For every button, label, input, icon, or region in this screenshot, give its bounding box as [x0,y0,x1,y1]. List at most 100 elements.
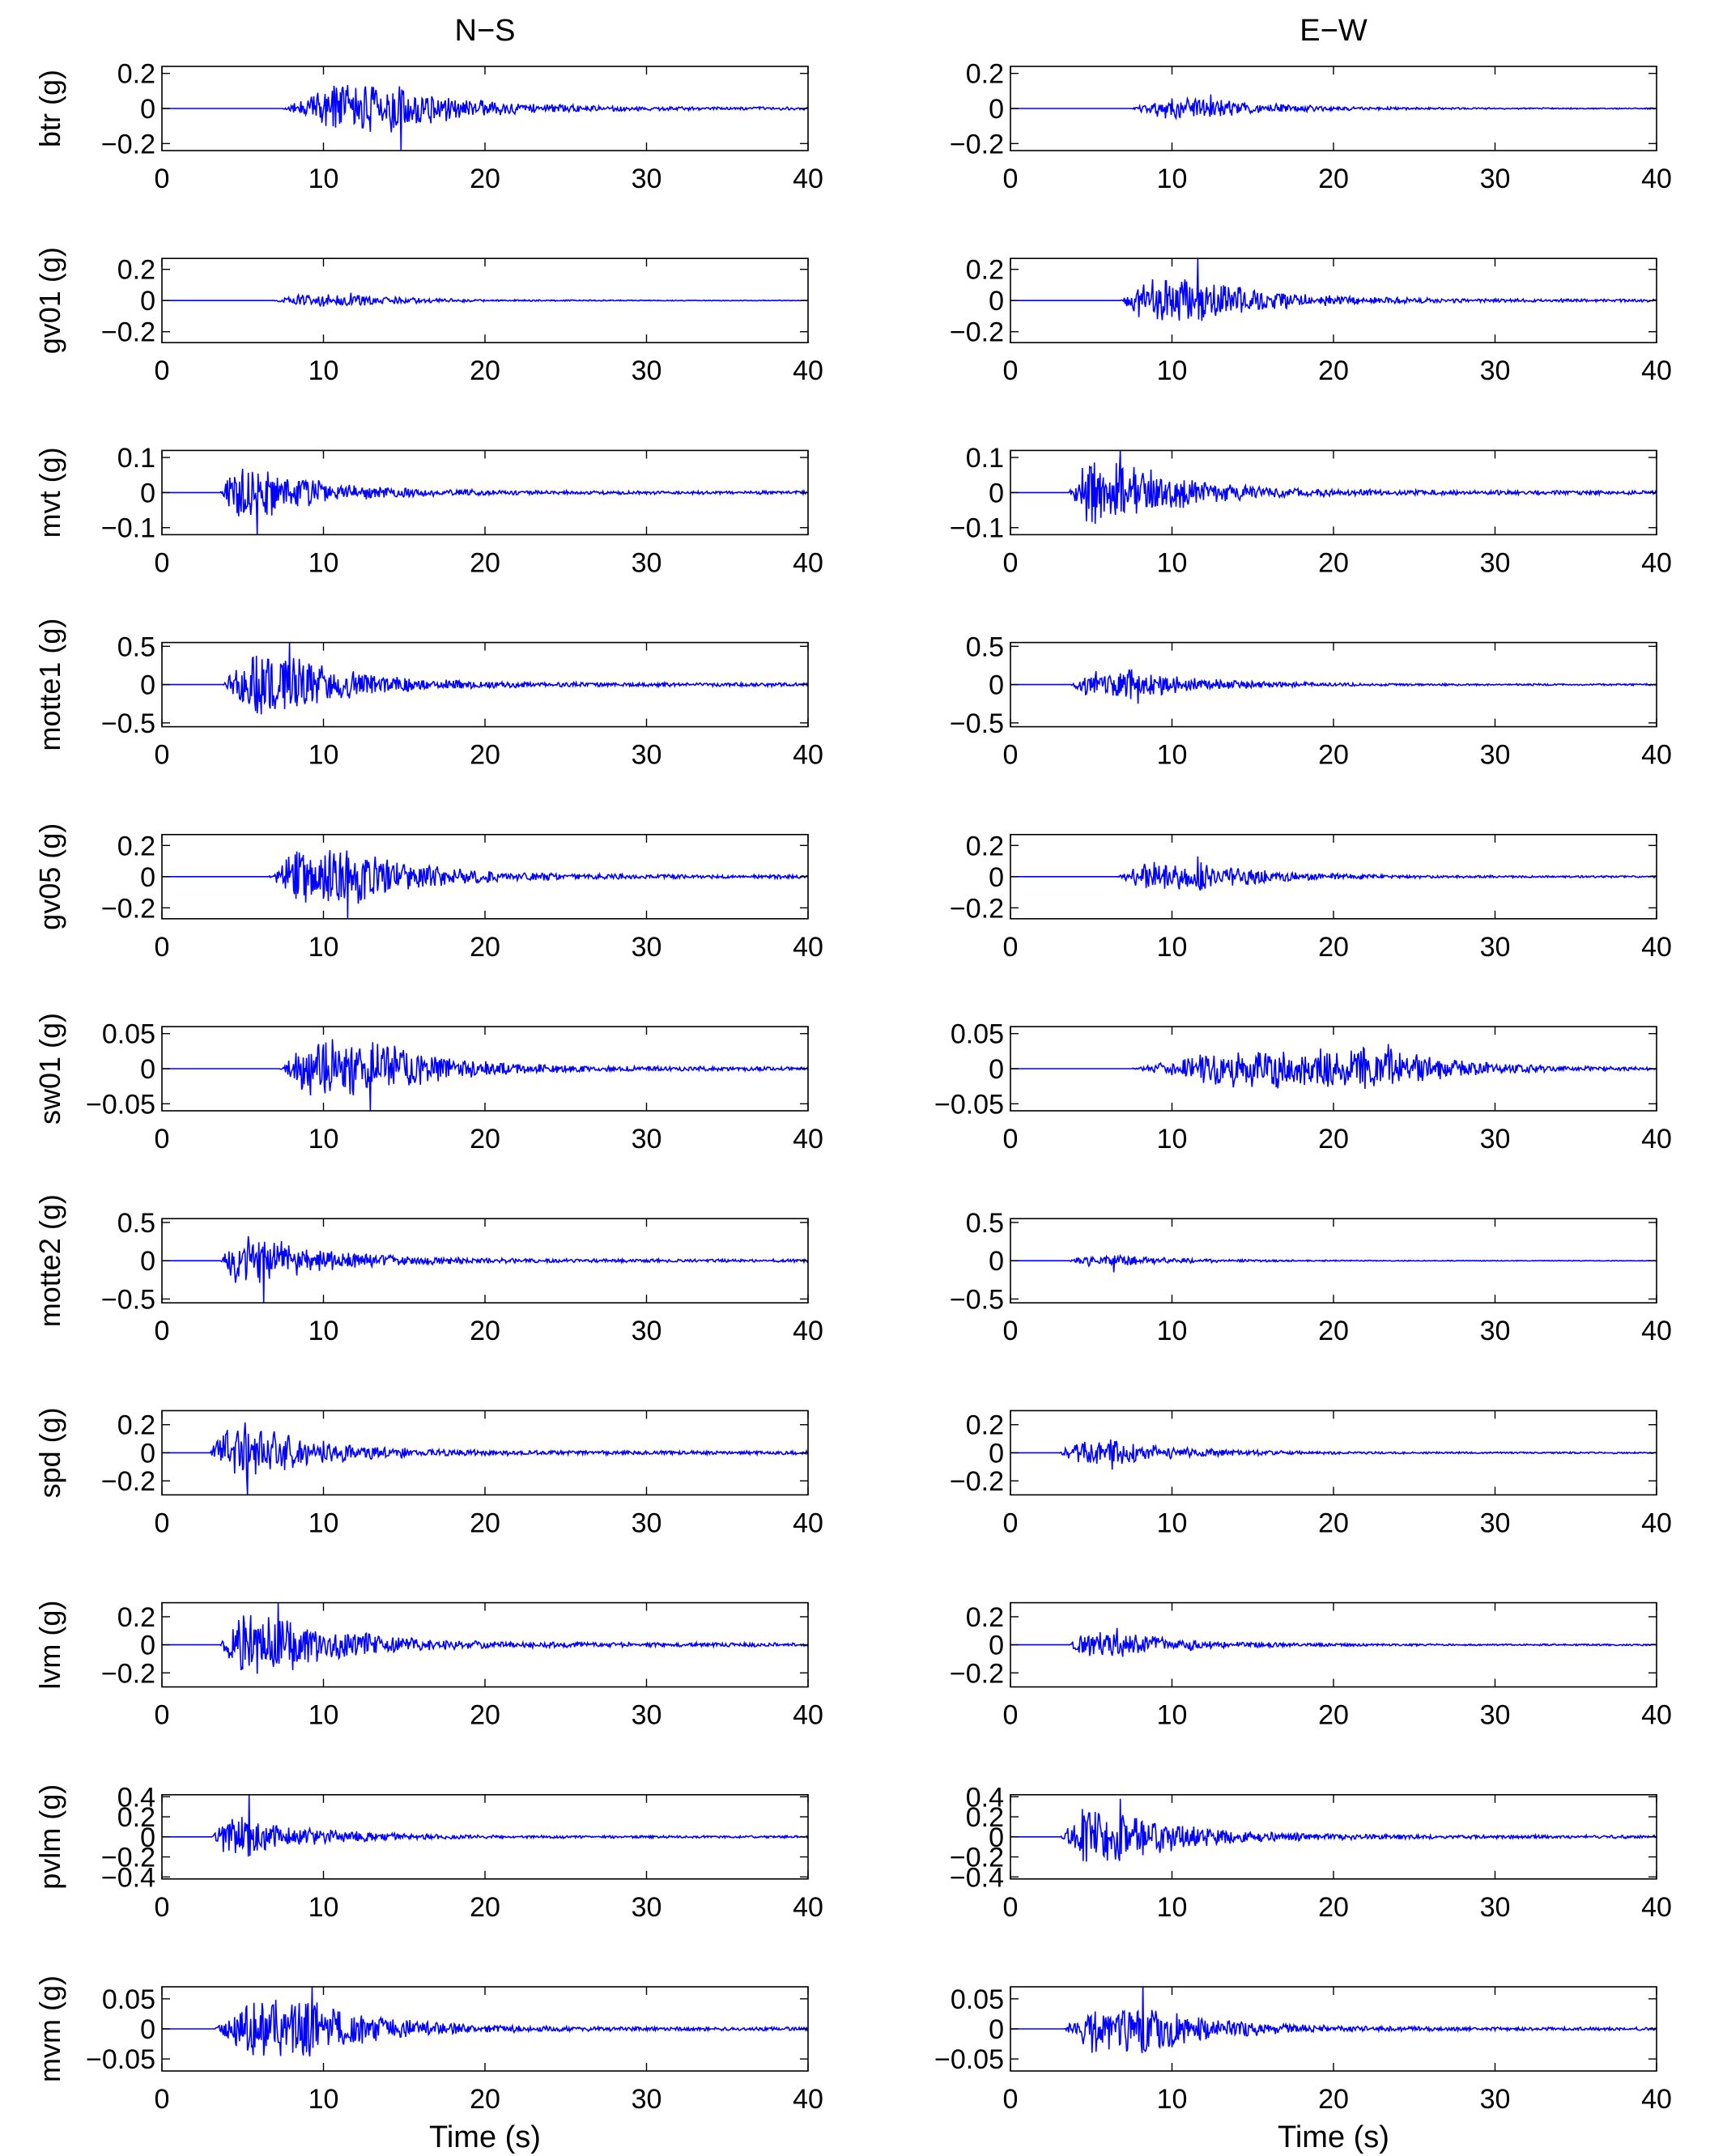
x-tick-label: 0 [155,1124,170,1155]
x-tick-label: 40 [1641,164,1672,194]
subplot: 0 10 20 30 40−0.200.2 [950,1601,1672,1731]
y-tick-label: −0.05 [934,2044,1004,2075]
y-tick-label: −0.1 [101,513,155,544]
y-tick-label: 0 [989,2014,1004,2045]
x-tick-label: 10 [1157,547,1188,578]
x-tick-label: 20 [1318,1124,1349,1155]
x-tick-label: 10 [1157,1124,1188,1155]
subplot: 0 10 20 30 40−0.200.2 [101,1410,823,1538]
x-tick-label: 0 [155,547,170,578]
x-tick-label: 40 [1641,1507,1672,1538]
x-tick-label: 0 [1003,1892,1019,1923]
y-tick-label: −0.5 [101,1284,155,1315]
x-tick-label: 30 [632,1700,662,1731]
column-titles: N−S E−W [455,14,1368,48]
y-tick-label: 0 [140,1054,155,1085]
x-tick-label: 40 [793,547,823,578]
x-tick-label: 20 [470,547,500,578]
x-tick-label: 10 [1157,932,1188,963]
subplot: 0 10 20 30 40−0.4−0.200.20.4 [950,1782,1672,1923]
y-tick-label: 0.2 [117,255,155,286]
x-axis-labels: Time (s) Time (s) [429,2120,1389,2154]
x-tick-label: 30 [1480,932,1511,963]
x-tick-label: 0 [155,1507,170,1538]
x-tick-label: 10 [308,1316,339,1346]
x-tick-label: 0 [155,1892,170,1923]
y-tick-label: −0.5 [101,708,155,739]
subplot: 0 10 20 30 40−0.200.2 [101,59,823,194]
series-line [162,1235,808,1303]
y-tick-label: 0 [989,1631,1004,1661]
y-tick-label: 0.4 [966,1782,1004,1813]
y-tick-label: −0.05 [86,1089,155,1120]
y-tick-label: 0.2 [117,59,155,90]
x-tick-label: 0 [155,932,170,963]
y-tick-label: 0.1 [117,443,155,474]
y-axis-label: motte1 (g) [33,619,66,751]
y-tick-label: 0.05 [951,1984,1004,2015]
x-tick-label: 30 [1480,1124,1511,1155]
x-tick-label: 20 [1318,1700,1349,1731]
x-tick-label: 30 [1480,164,1511,194]
x-tick-label: 20 [470,1124,500,1155]
y-tick-label: 0.5 [117,631,155,662]
x-tick-label: 40 [793,355,823,386]
x-tick-label: 10 [308,164,339,194]
x-tick-label: 10 [308,1700,339,1731]
y-tick-label: 0 [140,862,155,893]
x-tick-label: 10 [1157,1507,1188,1538]
x-tick-label: 10 [308,740,339,771]
x-tick-label: 20 [1318,1316,1349,1346]
y-tick-label: 0.5 [966,1208,1004,1239]
series-line [1010,1253,1657,1273]
series-line [162,642,808,715]
x-tick-label: 40 [793,740,823,771]
subplot: 0 10 20 30 40−0.200.2 [950,59,1672,194]
y-tick-label: 0.2 [117,1602,155,1633]
subplot: 0 10 20 30 40−0.4−0.200.20.4 [101,1782,823,1923]
x-tick-label: 10 [1157,164,1188,194]
plot-frame [161,449,809,536]
x-tick-label: 40 [793,1700,823,1731]
x-tick-label: 40 [1641,1316,1672,1346]
x-tick-label: 20 [1318,1507,1349,1538]
series-line [162,1602,808,1674]
y-tick-label: 0.05 [102,1019,155,1050]
y-tick-label: 0.2 [966,1602,1004,1633]
y-tick-label: 0.2 [117,1410,155,1441]
x-tick-label: 0 [155,1700,170,1731]
x-tick-label: 20 [470,1700,500,1731]
x-tick-label: 10 [1157,1700,1188,1731]
subplot: 0 10 20 30 40−0.200.2 [950,1410,1672,1538]
y-tick-label: 0 [989,1054,1004,1085]
x-tick-label: 40 [1641,547,1672,578]
y-tick-label: 0 [989,94,1004,125]
y-tick-label: 0 [140,1631,155,1661]
x-tick-label: 40 [1641,1700,1672,1731]
y-axis-label: mvm (g) [33,1975,66,2082]
panel-row: mvt (g)0 10 20 30 40−0.100.10 10 20 30 40−0.100.… [33,443,1672,578]
x-tick-label: 10 [1157,355,1188,386]
y-tick-label: 0.4 [117,1782,155,1813]
panel-row: lvm (g)0 10 20 30 40−0.200.20 10 20 30 40−0.200.… [33,1601,1672,1731]
x-tick-label: 30 [1480,547,1511,578]
x-tick-label: 40 [1641,932,1672,963]
y-tick-label: −0.2 [950,1466,1004,1497]
x-tick-label: 0 [1003,1507,1019,1538]
y-tick-label: 0 [989,1246,1004,1277]
x-tick-label: 0 [155,355,170,386]
x-tick-label: 0 [1003,1700,1019,1731]
x-tick-label: 10 [1157,740,1188,771]
panel-row: spd (g)0 10 20 30 40−0.200.20 10 20 30 40−0.200.… [33,1407,1672,1538]
y-tick-label: 0 [140,286,155,317]
x-tick-label: 30 [1480,740,1511,771]
x-tick-label: 0 [1003,740,1019,771]
panel-grid: btr (g)0 10 20 30 40−0.200.20 10 20 30 40−0.200.… [33,59,1672,2115]
subplot: 0 10 20 30 40−0.500.5 [101,631,823,770]
y-tick-label: 0.2 [966,59,1004,90]
subplot: 0 10 20 30 40−0.200.2 [101,255,823,387]
y-tick-label: 0 [140,670,155,701]
y-axis-label: gv05 (g) [33,823,66,930]
y-tick-label: −0.4 [101,1862,155,1893]
x-tick-label: 30 [1480,1700,1511,1731]
